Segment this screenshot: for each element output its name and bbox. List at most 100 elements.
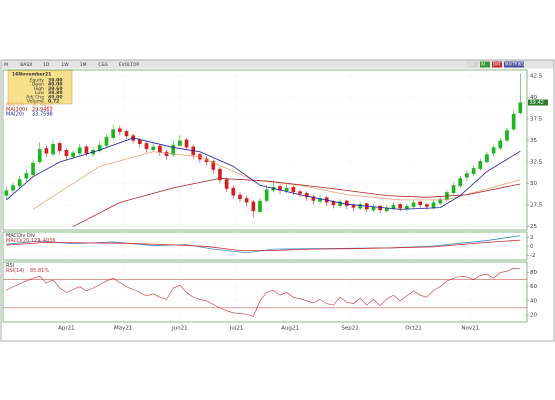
candle-body — [291, 186, 296, 193]
candle-body — [17, 179, 22, 187]
x-tick-label: Nov21 — [461, 326, 479, 332]
candle-body — [498, 140, 503, 149]
candle-body — [111, 129, 115, 138]
candle-body — [138, 139, 142, 144]
candle-body — [158, 145, 162, 153]
moving-average — [6, 137, 521, 210]
candle-body — [458, 178, 463, 187]
legend-label: MA(100) — [6, 107, 27, 113]
toolbar-chip — [468, 61, 478, 68]
candle-body — [391, 205, 396, 209]
candle-body — [518, 102, 523, 114]
info-label: Low — [35, 90, 44, 96]
legend-label: MACD(20,12) — [6, 238, 39, 244]
toolbar-chip — [492, 61, 502, 68]
moving-average — [72, 177, 521, 227]
toolbar-button[interactable]: AI — [481, 62, 485, 67]
candle-body — [224, 179, 229, 189]
info-label: High — [33, 86, 44, 92]
candle-body — [311, 196, 316, 201]
x-tick-label: Sep21 — [341, 326, 358, 332]
y-tick-label: 25 — [530, 224, 537, 230]
candle-body — [37, 149, 42, 163]
candle-body — [298, 191, 302, 194]
info-label: Adj Chg — [26, 94, 44, 100]
legend-value: 1.4036 — [38, 238, 56, 244]
candle-body — [431, 202, 436, 208]
info-label: Open — [32, 82, 44, 88]
candle-body — [411, 202, 416, 207]
candle-body — [338, 201, 342, 206]
last-price-marker — [528, 99, 548, 106]
candle-body — [64, 150, 69, 157]
y-tick-label: 35 — [530, 138, 537, 144]
rsi-line — [6, 268, 521, 317]
candle-body — [331, 201, 336, 206]
candle-body — [171, 144, 176, 156]
candle-body — [511, 113, 516, 130]
candle-body — [425, 204, 429, 207]
x-tick-label: Aug21 — [281, 326, 299, 332]
y-tick-label: 40 — [530, 298, 537, 304]
info-value: 39.00 — [48, 78, 63, 84]
candle-body — [11, 185, 15, 191]
toolbar-button[interactable]: EVOLTOP — [119, 62, 140, 68]
y-tick-label: 20 — [530, 312, 537, 318]
candle-body — [211, 161, 216, 170]
toolbar — [1, 60, 554, 69]
candle-body — [384, 207, 389, 212]
candle-body — [24, 173, 29, 179]
candle-body — [478, 161, 483, 169]
candle-body — [491, 147, 496, 154]
candle-body — [258, 200, 262, 212]
candle-body — [178, 140, 182, 146]
info-value: 40.00 — [48, 82, 63, 88]
panel — [2, 69, 528, 231]
panel — [2, 261, 528, 323]
y-tick-label: 32.5 — [530, 160, 543, 166]
x-tick-label: Jun21 — [171, 326, 188, 332]
toolbar-button[interactable]: 1D — [43, 62, 50, 68]
toolbar-button[interactable]: MAITRIKS — [505, 62, 524, 67]
legend-value: 33.7598 — [32, 112, 53, 118]
legend-value: 30.4412 — [32, 103, 53, 109]
legend-value: 29.9463 — [32, 107, 53, 113]
candle-body — [124, 131, 129, 137]
panel-title: MACDiv Div — [6, 233, 35, 239]
info-value: 39.60 — [48, 86, 63, 92]
toolbar-button[interactable]: 1W — [61, 62, 69, 68]
candle-body — [238, 194, 242, 200]
info-value: 0.72 — [48, 99, 59, 105]
candle-body — [4, 190, 9, 196]
info-title: 16November21 — [12, 72, 51, 78]
candle-body — [57, 143, 62, 151]
candle-body — [204, 158, 209, 163]
candle-body — [438, 199, 443, 204]
toolbar-button[interactable]: 1M — [80, 62, 87, 68]
x-tick-label: Jul21 — [229, 326, 244, 332]
candle-body — [451, 185, 456, 194]
toolbar-button[interactable]: DAT — [493, 62, 501, 67]
candle-body — [231, 187, 236, 196]
candle-body — [371, 206, 376, 211]
candle-body — [505, 130, 509, 141]
toolbar-button[interactable]: BASX — [20, 62, 32, 68]
candle-body — [485, 154, 489, 163]
candle-body — [44, 148, 49, 154]
candle-body — [164, 151, 169, 157]
candle-body — [358, 204, 362, 209]
info-value: 38.80 — [48, 90, 63, 96]
candle-body — [378, 205, 382, 211]
y-tick-label: 0 — [530, 244, 534, 250]
candle-body — [318, 198, 322, 202]
candle-body — [344, 200, 349, 206]
toolbar-button[interactable]: 20 — [469, 62, 475, 67]
legend-label: MA(20) — [6, 112, 24, 118]
legend-label: MA(50) — [6, 103, 24, 109]
toolbar-button[interactable]: M — [4, 62, 8, 68]
frame — [0, 59, 555, 342]
info-box: 16November21 Equity 39.00 Open 40.00 High 39.… — [7, 69, 73, 105]
y-tick-label: 30 — [530, 181, 537, 187]
info-value: 40.00 — [48, 94, 63, 100]
toolbar-button[interactable]: C&S — [98, 62, 108, 68]
